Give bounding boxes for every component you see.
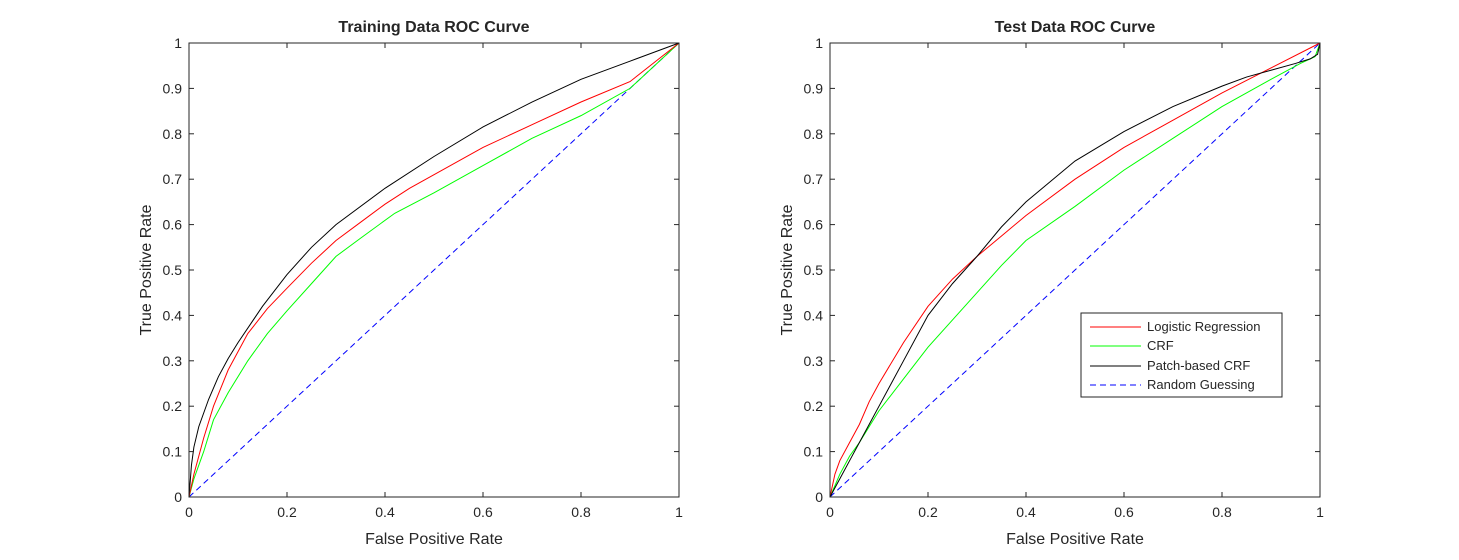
test-y-tick-label: 0.4 bbox=[804, 307, 824, 323]
training-series-group bbox=[188, 42, 680, 498]
test-y-tick-label: 0.5 bbox=[804, 262, 824, 278]
training-y-tick-label: 0.6 bbox=[163, 217, 183, 233]
test-x-tick-label: 1 bbox=[1316, 504, 1324, 520]
test-x-tick-label: 0.6 bbox=[1114, 504, 1134, 520]
test-series-patch-line bbox=[829, 42, 1321, 498]
training-ticks: 0 0.2 0.4 0.6 0.8 1 0 0.1 0.2 0.3 0.4 0.5 0.6 0.7 0.8 0… bbox=[163, 35, 684, 520]
test-x-axis-label: False Positive Rate bbox=[1006, 531, 1144, 548]
test-series-logistic-line bbox=[829, 42, 1321, 498]
test-y-tick-label: 0.6 bbox=[804, 217, 824, 233]
legend-label-crf: CRF bbox=[1147, 338, 1174, 353]
training-x-tick-label: 1 bbox=[675, 504, 683, 520]
legend-label-logistic-regression: Logistic Regression bbox=[1147, 319, 1260, 334]
training-y-tick-label: 0.5 bbox=[163, 262, 183, 278]
training-x-tick-label: 0 bbox=[185, 504, 193, 520]
training-chart-title: Training Data ROC Curve bbox=[338, 19, 529, 36]
training-x-tick-label: 0.6 bbox=[473, 504, 493, 520]
training-series-crf-line bbox=[188, 42, 680, 498]
training-x-tick-label: 0.2 bbox=[277, 504, 297, 520]
test-y-tick-label: 1 bbox=[815, 35, 823, 51]
training-y-tick-label: 0.4 bbox=[163, 307, 183, 323]
test-series-crf-line bbox=[829, 42, 1321, 498]
test-y-axis-label: True Positive Rate bbox=[779, 204, 796, 335]
test-x-tick-label: 0 bbox=[826, 504, 834, 520]
training-y-tick-label: 0.9 bbox=[163, 80, 183, 96]
training-series-logistic-line bbox=[188, 42, 680, 498]
training-roc-panel: Training Data ROC Curve 0 0.2 0.4 0.6 0.8 100… bbox=[138, 19, 683, 548]
test-y-tick-label: 0.2 bbox=[804, 398, 824, 414]
training-series-patch-line bbox=[188, 42, 680, 498]
test-chart-title: Test Data ROC Curve bbox=[995, 19, 1156, 36]
test-y-tick-label: 0.1 bbox=[804, 444, 824, 460]
training-y-tick-label: 0.8 bbox=[163, 126, 183, 142]
legend: Logistic Regression CRF Patch-based CRF … bbox=[1080, 312, 1283, 398]
training-x-tick-label: 0.8 bbox=[571, 504, 591, 520]
test-x-tick-label: 0.4 bbox=[1016, 504, 1036, 520]
legend-label-random-guessing: Random Guessing bbox=[1147, 377, 1255, 392]
test-series-group bbox=[829, 42, 1321, 498]
training-y-tick-label: 0.3 bbox=[163, 353, 183, 369]
training-y-tick-label: 0.1 bbox=[163, 444, 183, 460]
training-x-axis-label: False Positive Rate bbox=[365, 531, 503, 548]
test-y-tick-label: 0 bbox=[815, 489, 823, 505]
test-y-tick-label: 0.7 bbox=[804, 171, 824, 187]
training-y-tick-label: 0.2 bbox=[163, 398, 183, 414]
test-x-tick-label: 0.2 bbox=[918, 504, 938, 520]
test-y-tick-label: 0.8 bbox=[804, 126, 824, 142]
test-y-tick-label: 0.9 bbox=[804, 80, 824, 96]
training-y-tick-label: 0 bbox=[174, 489, 182, 505]
test-ticks: 0 0.2 0.4 0.6 0.8 1 0 0.1 0.2 0.3 0.4 0.5 0.6 0.7 0.8 0… bbox=[804, 35, 1325, 520]
test-roc-panel: Test Data ROC Curve 0 0.2 0.4 0.6 0.8 1 0 0.1 0.… bbox=[779, 19, 1324, 548]
test-x-tick-label: 0.8 bbox=[1212, 504, 1232, 520]
training-x-tick-label: 0.4 bbox=[375, 504, 395, 520]
training-y-tick-label: 0.7 bbox=[163, 171, 183, 187]
test-series-random-line bbox=[829, 42, 1321, 498]
test-y-tick-label: 0.3 bbox=[804, 353, 824, 369]
training-y-axis-label: True Positive Rate bbox=[138, 204, 155, 335]
legend-label-patch-based-crf: Patch-based CRF bbox=[1147, 358, 1250, 373]
training-y-tick-label: 1 bbox=[174, 35, 182, 51]
training-series-random-line bbox=[188, 42, 680, 498]
